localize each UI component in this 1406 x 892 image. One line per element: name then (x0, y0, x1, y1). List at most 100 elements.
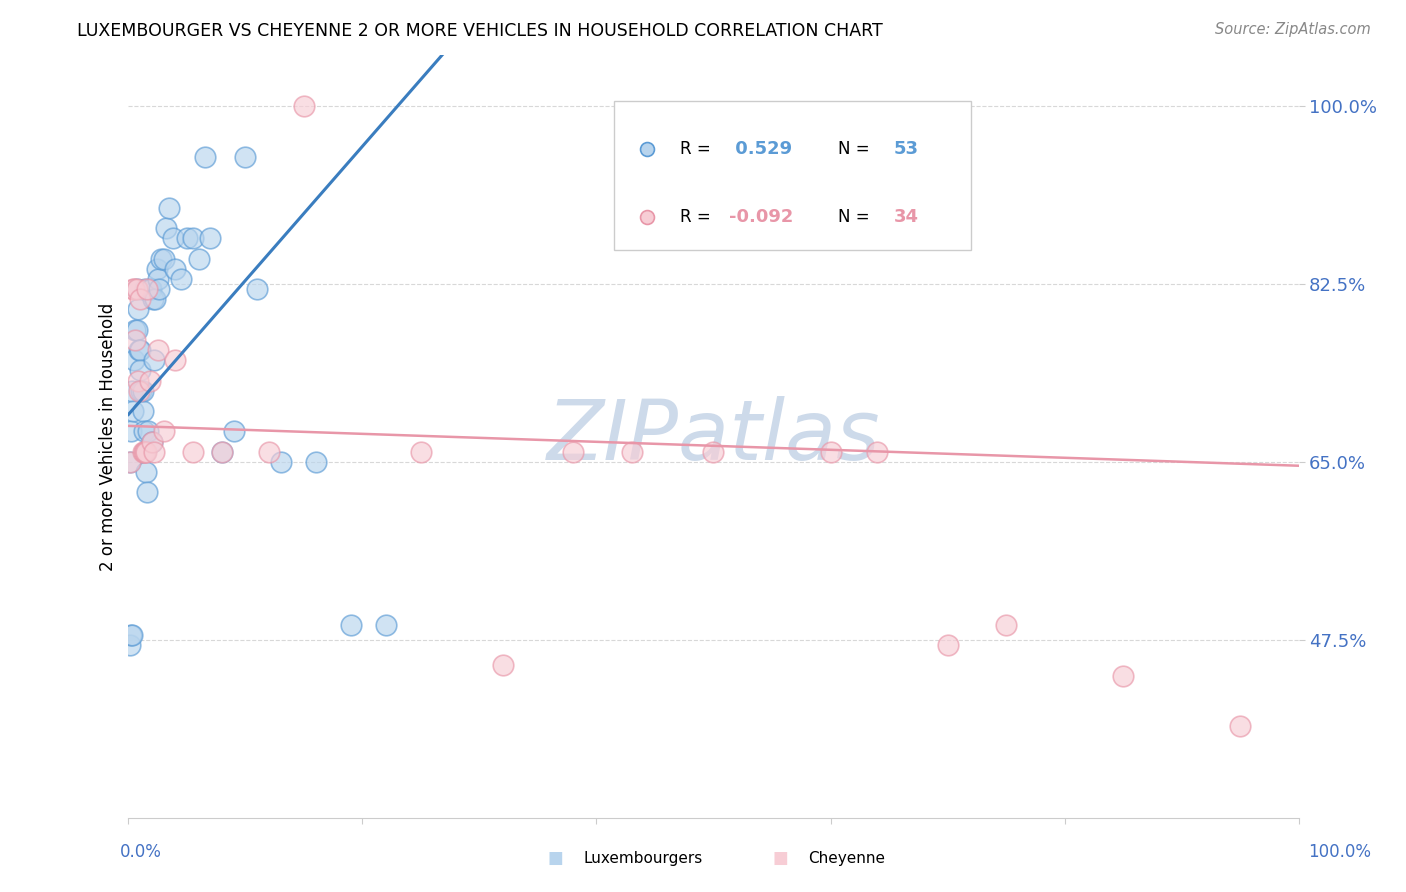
Point (492, 658, 515, 673)
Point (562, 444, 585, 458)
Point (636, 223, 658, 237)
Point (246, 282, 269, 296)
Point (257, 444, 280, 458)
Point (131, 384, 153, 398)
Point (124, 333, 146, 347)
Point (305, 455, 328, 469)
Point (146, 272, 169, 286)
Point (128, 384, 150, 398)
Point (129, 343, 152, 357)
Text: N =: N = (838, 139, 875, 158)
Point (146, 343, 169, 357)
Point (132, 444, 155, 458)
Point (157, 201, 180, 215)
Point (211, 444, 233, 458)
Point (222, 425, 245, 439)
Text: R =: R = (679, 208, 716, 226)
Point (124, 323, 146, 337)
Point (138, 374, 160, 388)
Point (162, 231, 184, 245)
Point (176, 231, 198, 245)
Point (187, 252, 209, 266)
Point (142, 292, 165, 306)
Text: 53: 53 (894, 139, 918, 158)
Point (121, 628, 143, 642)
Point (152, 425, 174, 439)
Point (131, 404, 153, 418)
Point (620, 444, 643, 458)
Text: ZIPatlas: ZIPatlas (547, 396, 880, 477)
Point (170, 272, 193, 286)
Point (995, 617, 1018, 632)
Point (138, 425, 160, 439)
Point (181, 444, 204, 458)
Point (181, 231, 204, 245)
Point (125, 282, 148, 296)
Point (145, 261, 167, 276)
Point (702, 444, 724, 458)
Point (211, 444, 233, 458)
Point (409, 444, 432, 458)
Point (866, 444, 889, 458)
Point (118, 455, 141, 469)
Point (135, 465, 157, 479)
Point (152, 252, 174, 266)
Point (131, 384, 153, 398)
Point (135, 444, 157, 458)
Point (124, 282, 146, 296)
Point (165, 261, 187, 276)
Point (134, 444, 156, 458)
Point (124, 353, 146, 368)
Text: ■: ■ (772, 849, 789, 867)
Text: 0.529: 0.529 (728, 139, 792, 158)
Point (235, 150, 257, 164)
Text: R =: R = (679, 139, 716, 158)
Point (132, 425, 155, 439)
Point (136, 485, 159, 500)
Point (1112, 668, 1135, 682)
Point (121, 384, 143, 398)
Text: Source: ZipAtlas.com: Source: ZipAtlas.com (1215, 22, 1371, 37)
Point (145, 292, 167, 306)
Point (122, 404, 145, 418)
Point (136, 282, 159, 296)
Point (200, 231, 222, 245)
Point (127, 374, 149, 388)
Point (125, 323, 148, 337)
Point (270, 455, 292, 469)
Point (127, 302, 149, 317)
Point (148, 282, 170, 296)
Point (150, 252, 173, 266)
Text: -0.092: -0.092 (728, 208, 793, 226)
Text: 100.0%: 100.0% (1308, 843, 1371, 861)
Point (134, 282, 156, 296)
Point (129, 363, 152, 377)
Y-axis label: 2 or more Vehicles in Household: 2 or more Vehicles in Household (100, 302, 117, 571)
Text: 0.0%: 0.0% (120, 843, 162, 861)
Point (120, 628, 142, 642)
Point (292, 99, 315, 113)
Text: 34: 34 (894, 208, 918, 226)
Text: ■: ■ (547, 849, 564, 867)
Point (120, 425, 142, 439)
Point (118, 638, 141, 652)
Text: N =: N = (838, 208, 875, 226)
Point (1229, 719, 1251, 733)
Point (936, 638, 959, 652)
Point (165, 353, 187, 368)
Point (131, 444, 153, 458)
Point (339, 617, 361, 632)
Point (141, 434, 163, 449)
Text: Cheyenne: Cheyenne (808, 851, 886, 865)
FancyBboxPatch shape (614, 101, 972, 250)
Point (143, 353, 166, 368)
Point (155, 221, 177, 235)
Point (128, 343, 150, 357)
Point (139, 282, 162, 296)
Point (141, 434, 163, 449)
Point (134, 444, 156, 458)
Point (129, 292, 152, 306)
Point (118, 455, 141, 469)
Point (125, 282, 148, 296)
Text: LUXEMBOURGER VS CHEYENNE 2 OR MORE VEHICLES IN HOUSEHOLD CORRELATION CHART: LUXEMBOURGER VS CHEYENNE 2 OR MORE VEHIC… (77, 22, 883, 40)
